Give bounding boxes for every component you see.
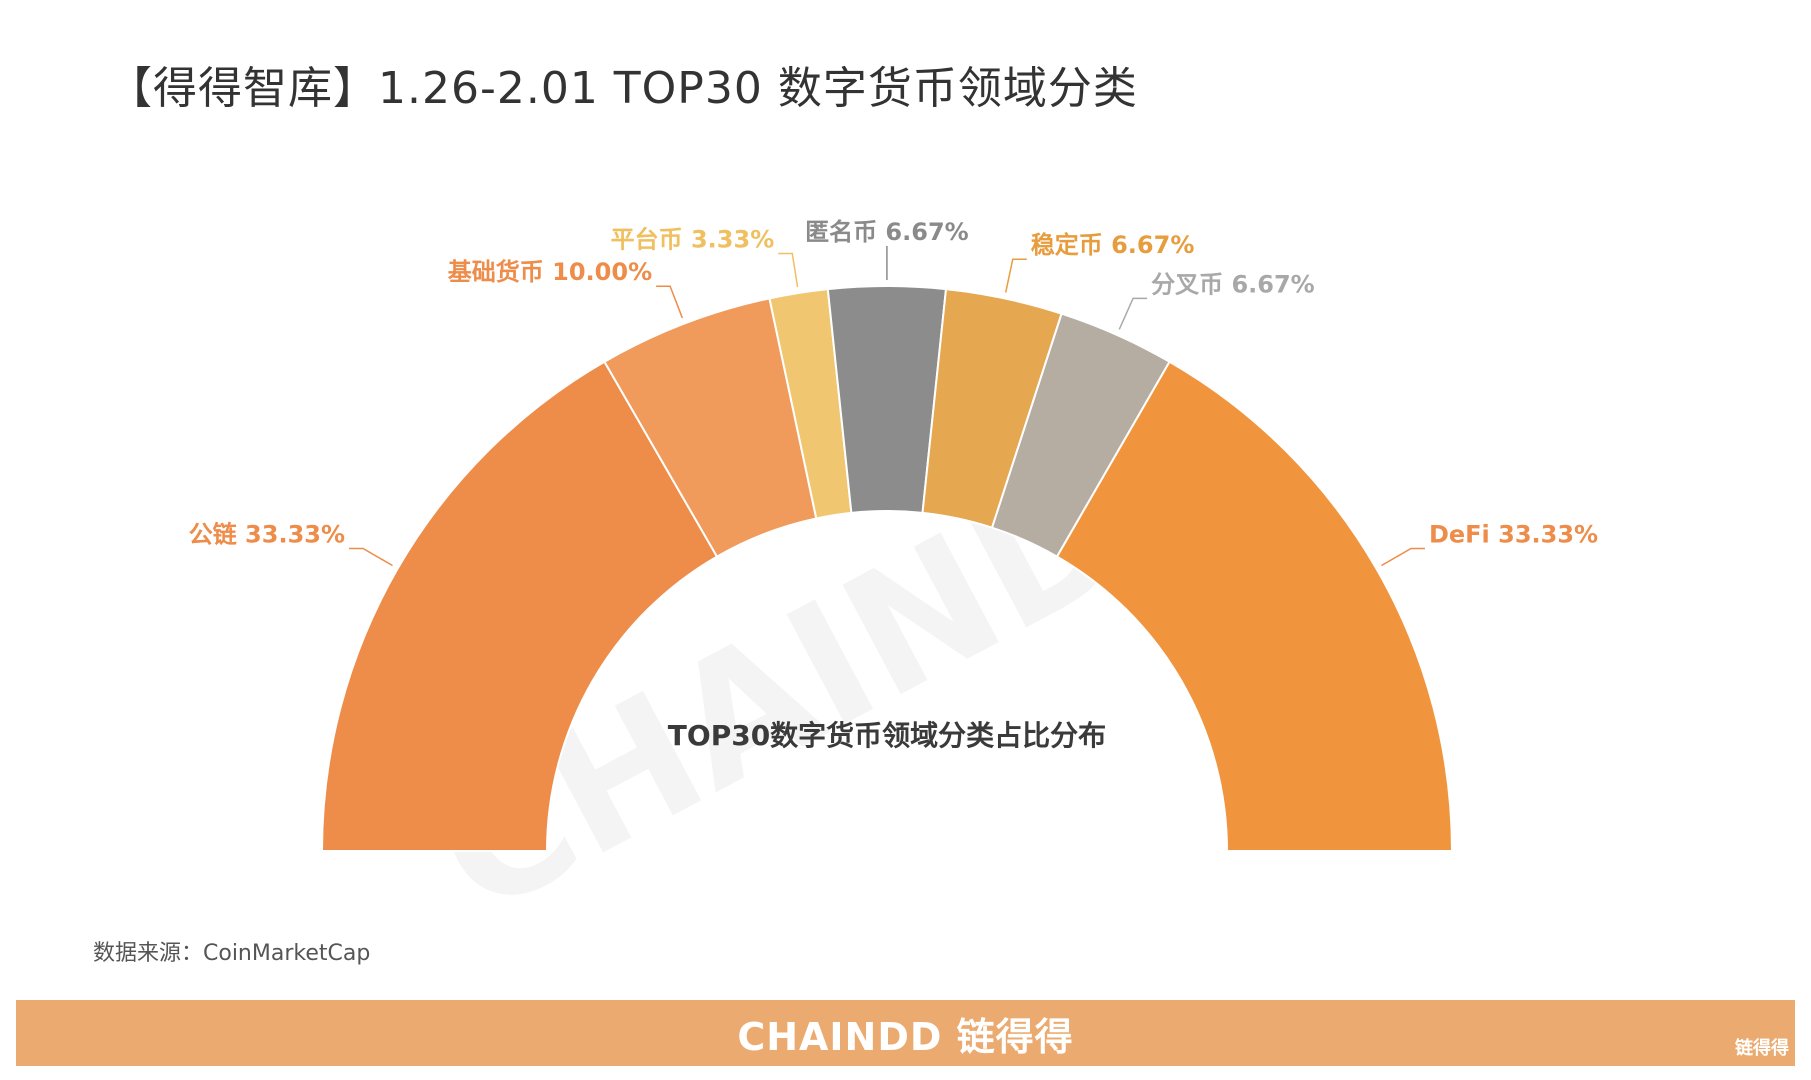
slice-6 [1055, 360, 1454, 852]
leader-line-2 [778, 252, 799, 288]
slice-label-6: DeFi 33.33% [1429, 521, 1598, 549]
footer-band: CHAINDD 链得得 链得得 [16, 1000, 1795, 1066]
leader-line-5 [1118, 297, 1148, 330]
leader-line-1 [656, 285, 684, 319]
footer-logo: 链得得 [1735, 1038, 1789, 1059]
data-source: 数据来源：CoinMarketCap [93, 941, 371, 966]
slice-label-2: 平台币 3.33% [611, 225, 775, 253]
footer-brand: CHAINDD 链得得 [737, 1014, 1074, 1059]
slice-0 [320, 360, 719, 852]
leader-line-0 [349, 547, 393, 567]
leader-line-6 [1381, 547, 1425, 567]
page-title: 【得得智库】1.26-2.01 TOP30 数字货币领域分类 [108, 63, 1138, 114]
slice-label-5: 分叉币 6.67% [1151, 270, 1315, 298]
slice-label-4: 稳定币 6.67% [1031, 231, 1195, 259]
chart-center-title: TOP30数字货币领域分类占比分布 [668, 719, 1106, 752]
leader-line-4 [1004, 258, 1027, 293]
slice-label-1: 基础货币 10.00% [448, 258, 652, 286]
slice-label-3: 匿名币 6.67% [805, 218, 969, 246]
slice-label-0: 公链 33.33% [189, 521, 345, 549]
